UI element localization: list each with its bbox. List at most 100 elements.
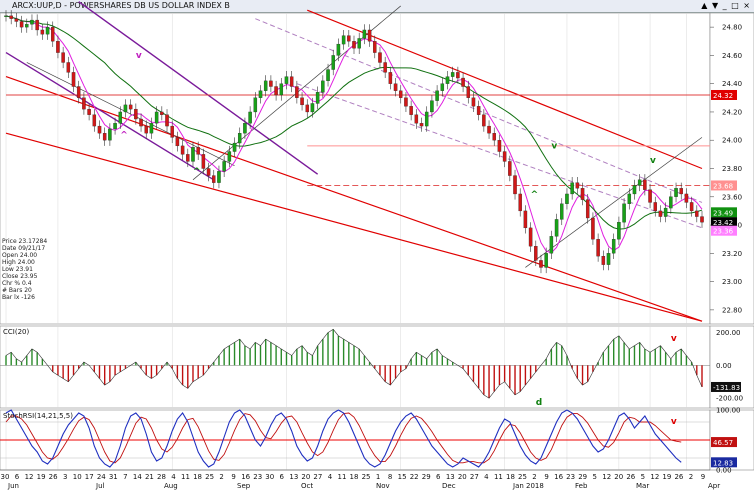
candle-body (170, 125, 174, 138)
low-value: 23.40 (93, 16, 114, 24)
maximize-button[interactable]: □ (731, 1, 739, 10)
x-day-label: 25 (518, 473, 527, 481)
candle-body (321, 80, 325, 93)
x-day-label: 30 (1, 473, 10, 481)
candle-body (622, 203, 626, 223)
x-day-label: 4 (484, 473, 489, 481)
cci-panel-frame (0, 325, 711, 409)
candle-body (450, 72, 455, 77)
candle-body (315, 92, 320, 104)
x-day-label: 16 (554, 473, 563, 481)
price-annotation: v (551, 142, 557, 152)
purple-channel-line (5, 51, 215, 181)
candle-body (669, 196, 673, 209)
x-day-label: 19 (37, 473, 46, 481)
scroll-down-button[interactable]: ▼ (711, 1, 719, 10)
price-tick-label: 24.40 (722, 80, 742, 88)
x-month-label: Feb (575, 482, 588, 490)
candle-body (378, 52, 382, 63)
candle-body (528, 227, 533, 247)
scroll-up-button[interactable]: ▲ (701, 1, 708, 10)
candle-body (627, 193, 632, 204)
x-day-label: 10 (73, 473, 82, 481)
price-tick-label: 22.80 (722, 306, 742, 314)
x-day-label: 16 (241, 473, 250, 481)
x-month-label: Aug (164, 482, 178, 490)
x-day-label: 9 (544, 473, 548, 481)
open-value: 23.45 (19, 16, 40, 24)
x-day-label: 23 (253, 473, 262, 481)
candle-body (466, 86, 471, 98)
x-day-label: 4 (328, 473, 333, 481)
x-day-label: 12 (602, 473, 611, 481)
candle-body (658, 210, 663, 217)
cci-value-badge (711, 381, 741, 392)
close-button[interactable]: × (743, 1, 750, 10)
candle-body (258, 90, 263, 98)
price-badge-label: 23.36 (713, 228, 734, 236)
window-title: ARCX:UUP,D - POWERSHARES DB US DOLLAR IN… (12, 1, 230, 10)
candle-body (575, 182, 580, 189)
candle-body (560, 203, 564, 220)
minimize-button[interactable]: _ (722, 1, 727, 10)
ohlc-strip: O 23.45 H 23.47 L 23.40 C 23.42 -0.08 (6, 14, 181, 26)
cci-annotation: v (671, 334, 677, 344)
price-annotation: ^ (120, 130, 128, 140)
candle-body (341, 35, 346, 45)
price-tick-label: 24.00 (722, 137, 742, 145)
candle-body (61, 52, 65, 63)
candle-body (393, 83, 398, 91)
candle-body (373, 41, 377, 53)
x-day-label: 11 (494, 473, 503, 481)
candle-body (534, 246, 538, 261)
candle-body (243, 123, 247, 134)
candle-body (253, 97, 258, 113)
x-day-label: 28 (157, 473, 166, 481)
x-day-label: 27 (470, 473, 479, 481)
candle-body (445, 76, 450, 84)
candle-body (689, 202, 694, 212)
candle-body (404, 97, 408, 107)
x-day-label: 18 (193, 473, 202, 481)
price-tick-label: 24.60 (722, 52, 742, 60)
cci-tick-label: -200.00 (716, 395, 743, 403)
candle-body (617, 222, 621, 240)
x-day-label: 30 (265, 473, 274, 481)
price-tick-label: 23.40 (722, 222, 742, 230)
candle-body (180, 145, 185, 155)
price-annotation: v (650, 156, 656, 166)
candle-body (601, 255, 606, 265)
trend-line (192, 5, 401, 181)
data-window-line: Open 24.00 (2, 252, 38, 259)
candle-body (50, 26, 55, 42)
candle-body (154, 111, 159, 124)
trend-line (525, 137, 703, 268)
price-badge (711, 225, 737, 236)
candle-body (212, 175, 216, 183)
x-day-label: 4 (171, 473, 176, 481)
x-month-label: Oct (301, 482, 313, 490)
x-day-label: 27 (313, 473, 322, 481)
candle-body (279, 83, 284, 96)
change-value: -0.08 (158, 16, 177, 24)
candle-body (113, 123, 117, 130)
candle-body (570, 182, 574, 195)
candle-body (362, 29, 367, 39)
stoch-panel-axis (709, 409, 754, 471)
title-bar: ARCX:UUP,D - POWERSHARES DB US DOLLAR IN… (0, 0, 754, 13)
candle-body (632, 185, 637, 195)
x-day-label: 21 (145, 473, 154, 481)
candle-body (269, 80, 273, 87)
x-day-label: 7 (123, 473, 127, 481)
candle-body (700, 216, 704, 223)
candle-body (492, 133, 496, 141)
cci-line (5, 328, 703, 399)
candle-body (300, 97, 304, 106)
candle-body (66, 62, 71, 73)
candle-body (648, 189, 652, 203)
candle-body (331, 55, 335, 70)
close-value: 23.42 (130, 16, 151, 24)
candle-body (502, 151, 507, 162)
x-day-label: 20 (458, 473, 467, 481)
